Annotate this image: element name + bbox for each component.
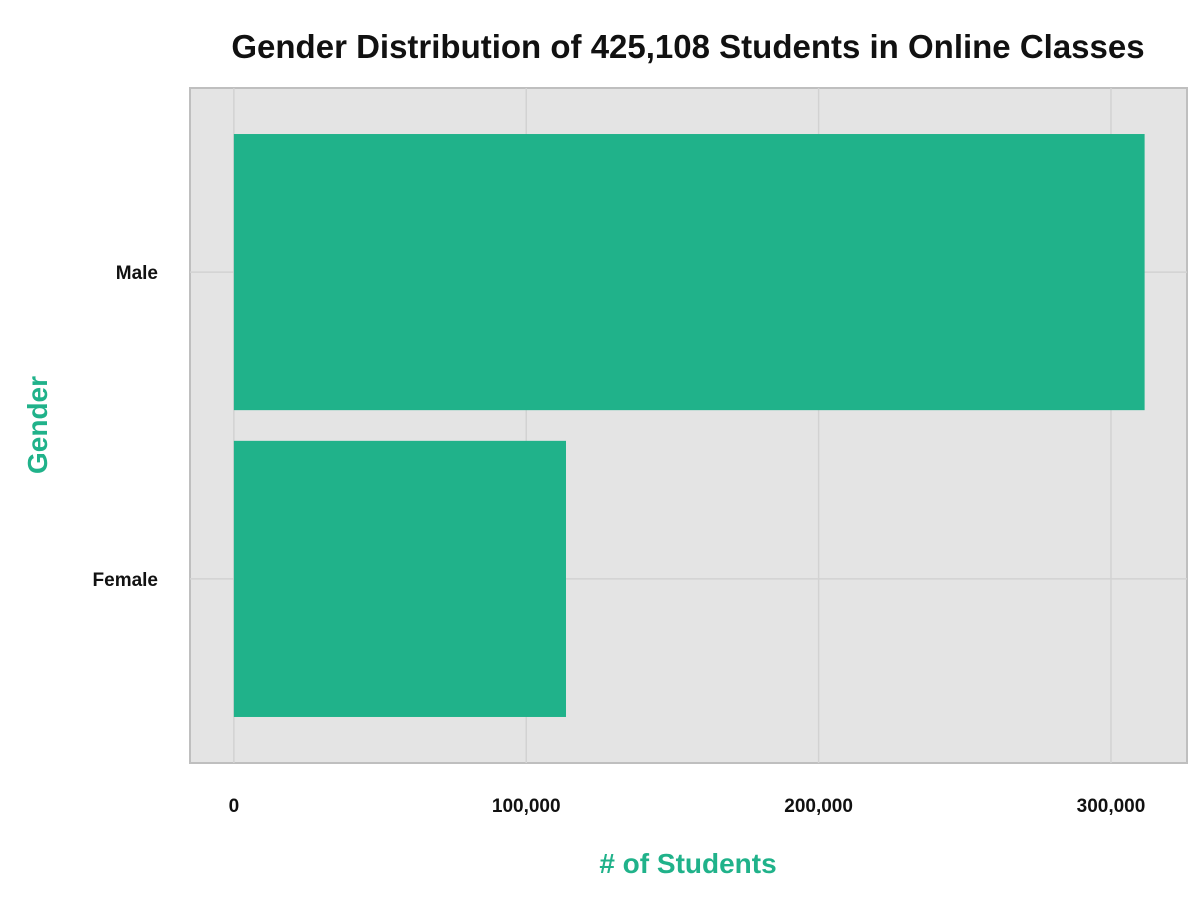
x-tick-label: 200,000 — [784, 796, 853, 817]
y-tick-label: Male — [116, 263, 158, 284]
x-tick-label: 100,000 — [492, 796, 561, 817]
y-tick-labels: Male Female — [93, 263, 158, 591]
chart-title: Gender Distribution of 425,108 Students … — [231, 28, 1144, 65]
y-axis-title: Gender — [22, 376, 53, 474]
x-tick-labels: 0 100,000 200,000 300,000 — [229, 796, 1146, 817]
bar-male — [233, 134, 1145, 411]
bars — [233, 134, 1145, 717]
y-tick-label: Female — [93, 570, 158, 591]
bar-female — [233, 440, 566, 717]
x-axis-title: # of Students — [599, 848, 776, 879]
x-tick-label: 300,000 — [1077, 796, 1146, 817]
x-tick-label: 0 — [229, 796, 240, 817]
